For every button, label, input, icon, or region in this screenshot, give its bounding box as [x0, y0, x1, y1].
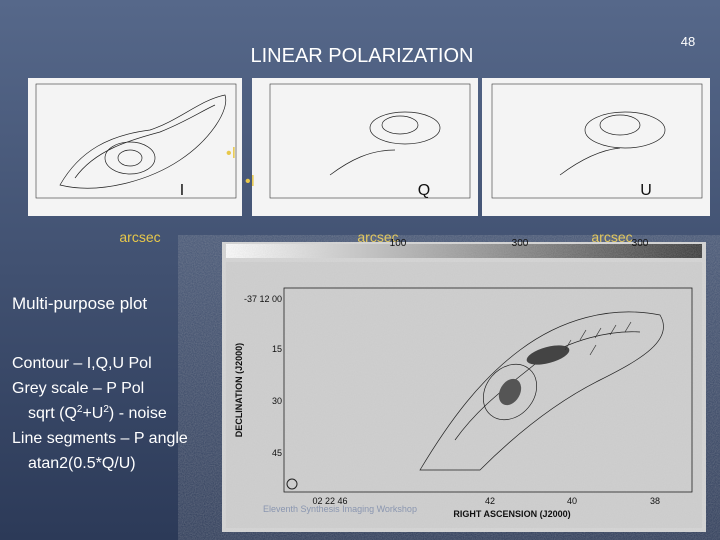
panel-label: Q [418, 182, 430, 199]
text-line: Contour – I,Q,U Pol [12, 355, 152, 372]
x-tick: 40 [567, 496, 577, 506]
marker: •I [226, 145, 236, 162]
marker: •I [245, 173, 255, 190]
panel-u [482, 78, 710, 216]
axis-label: arcsec [357, 229, 398, 245]
y-tick: 30 [272, 396, 282, 406]
y-tick: -37 12 00 [244, 294, 282, 304]
text-line: atan2(0.5*Q/U) [28, 455, 136, 472]
panel-label: I [180, 182, 184, 199]
panel-q [252, 78, 478, 216]
y-tick: 15 [272, 344, 282, 354]
y-axis-title: DECLINATION (J2000) [234, 343, 244, 437]
axis-label: arcsec [591, 229, 632, 245]
text-line: Grey scale – P Pol [12, 380, 144, 397]
x-tick: 02 22 46 [312, 496, 347, 506]
scale-tick: 300 [632, 238, 649, 249]
x-tick: 42 [485, 496, 495, 506]
x-tick: 38 [650, 496, 660, 506]
page-number: 48 [681, 34, 695, 49]
text-line: Line segments – P angle [12, 430, 188, 447]
scale-tick: 100 [390, 238, 407, 249]
panel-label: U [640, 182, 652, 199]
axis-label: arcsec [119, 229, 160, 245]
y-tick: 45 [272, 448, 282, 458]
text-line: sqrt (Q2+U2) - noise [28, 404, 167, 422]
x-axis-title: RIGHT ASCENSION (J2000) [453, 509, 570, 519]
heading: Multi-purpose plot [12, 294, 147, 313]
polarization-image [222, 242, 706, 532]
panel-i [28, 78, 242, 216]
scale-tick: 300 [512, 238, 529, 249]
slide-title: LINEAR POLARIZATION [250, 45, 473, 67]
footer: Eleventh Synthesis Imaging Workshop [263, 504, 417, 514]
